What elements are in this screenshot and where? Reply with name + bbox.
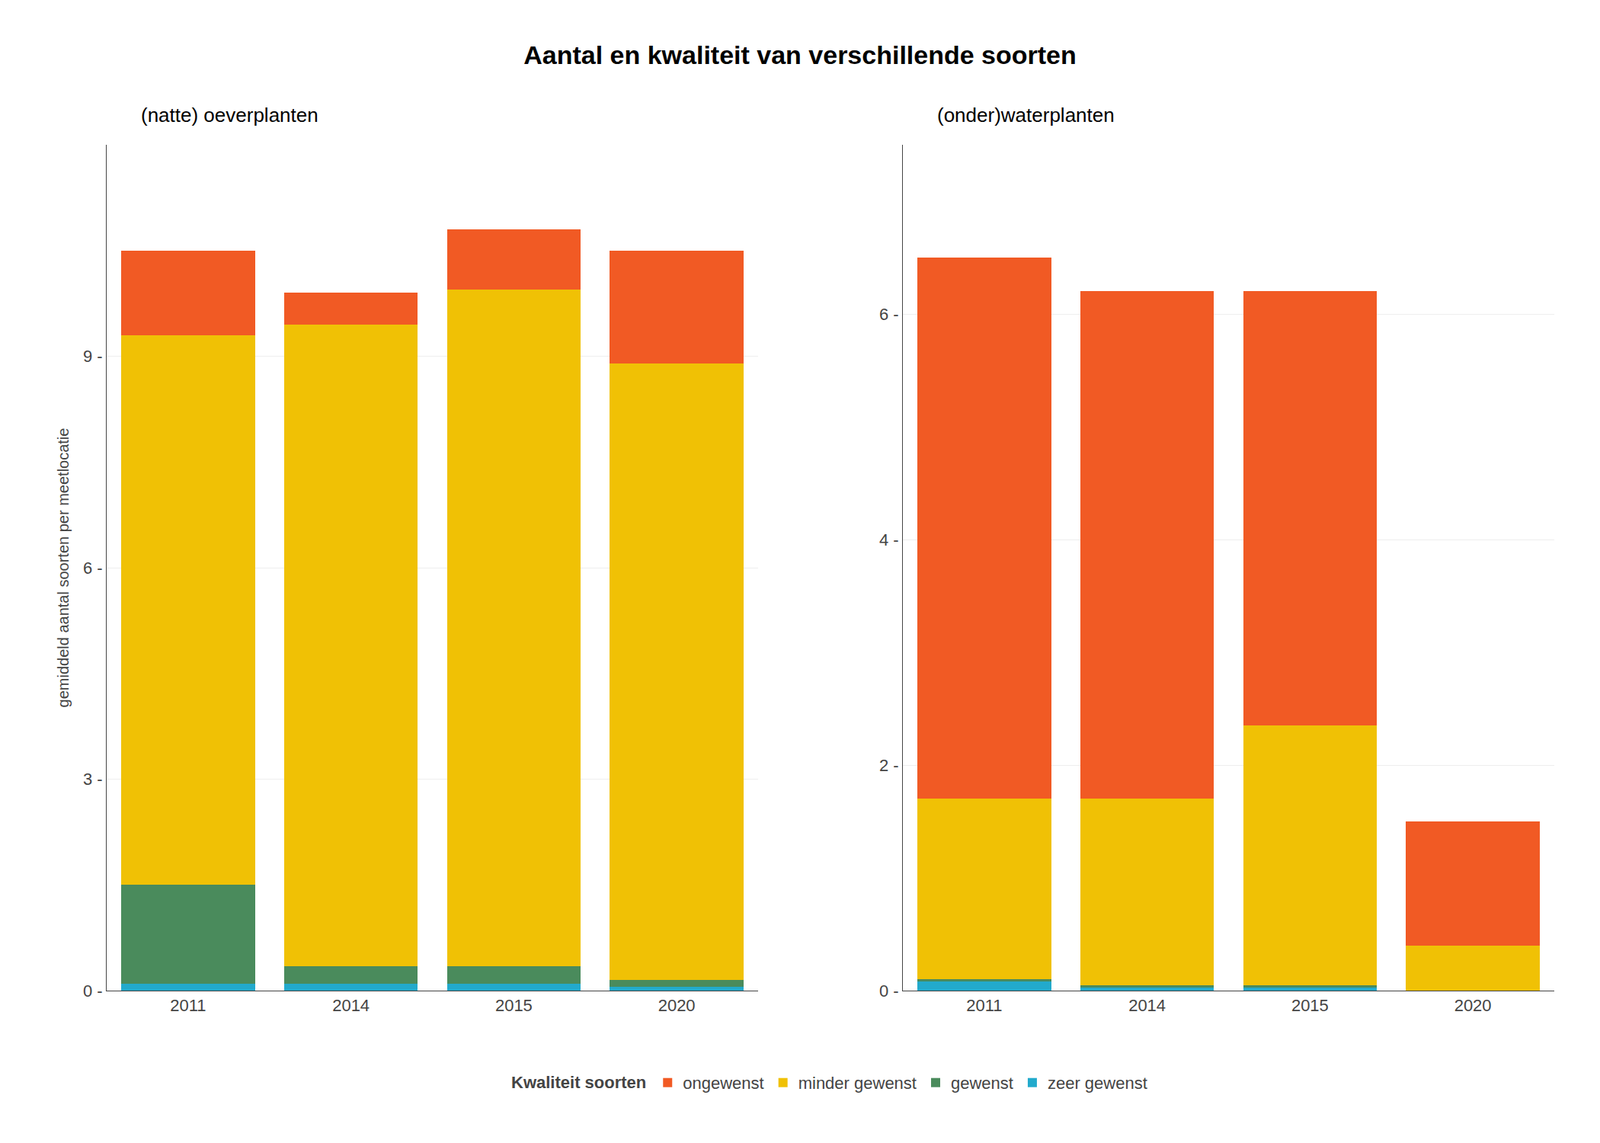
- svg-text:2020: 2020: [1454, 995, 1492, 1015]
- svg-text:0 -: 0 -: [879, 981, 900, 1001]
- svg-text:Aantal en kwaliteit van versch: Aantal en kwaliteit van verschillende so…: [523, 40, 1077, 70]
- svg-text:9 -: 9 -: [83, 346, 103, 366]
- svg-text:2 -: 2 -: [879, 755, 900, 775]
- svg-text:gemiddeld aantal soorten per m: gemiddeld aantal soorten per meetlocatie: [54, 428, 72, 708]
- svg-text:gewenst: gewenst: [950, 1073, 1014, 1093]
- svg-text:2020: 2020: [658, 995, 696, 1015]
- svg-text:0 -: 0 -: [83, 981, 103, 1001]
- svg-text:6 -: 6 -: [83, 558, 103, 578]
- svg-text:2011: 2011: [966, 995, 1002, 1015]
- svg-text:2015: 2015: [495, 995, 533, 1015]
- svg-text:(natte) oeverplanten: (natte) oeverplanten: [140, 103, 319, 127]
- svg-text:2011: 2011: [169, 995, 206, 1015]
- svg-text:zeer gewenst: zeer gewenst: [1047, 1073, 1148, 1093]
- svg-text:Kwaliteit soorten: Kwaliteit soorten: [511, 1073, 647, 1093]
- svg-text:2014: 2014: [332, 995, 370, 1015]
- svg-text:4 -: 4 -: [879, 530, 900, 550]
- svg-text:minder gewenst: minder gewenst: [798, 1073, 917, 1093]
- svg-text:2014: 2014: [1128, 995, 1166, 1015]
- svg-text:3 -: 3 -: [83, 769, 103, 789]
- svg-text:6 -: 6 -: [879, 304, 900, 324]
- svg-text:ongewenst: ongewenst: [682, 1073, 764, 1093]
- svg-text:2015: 2015: [1291, 995, 1329, 1015]
- svg-text:(onder)waterplanten: (onder)waterplanten: [937, 103, 1115, 127]
